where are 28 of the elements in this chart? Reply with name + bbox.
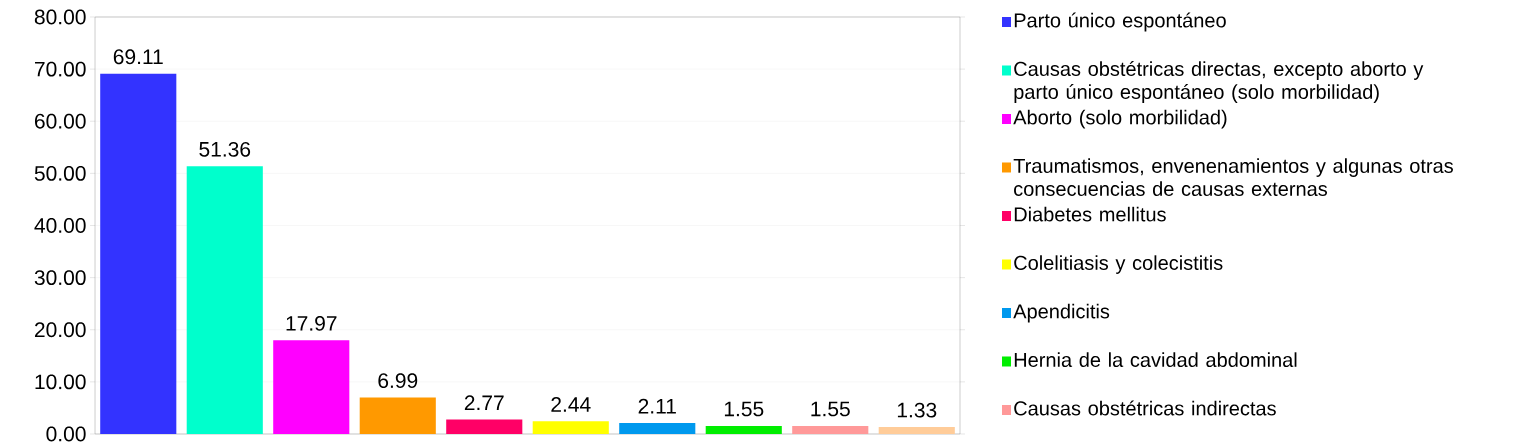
data-label: 17.97 <box>286 315 337 331</box>
legend-label: Aborto (solo morbilidad) <box>1013 109 1227 129</box>
data-label: 2.77 <box>464 395 504 411</box>
y-tick-label: 60.00 <box>35 113 86 129</box>
data-label: 51.36 <box>199 141 251 157</box>
y-tick-label: 50.00 <box>34 165 86 181</box>
data-label: 69.11 <box>113 49 163 65</box>
legend-label: Colelitiasis y colecistitis <box>1014 255 1223 274</box>
data-label: 2.11 <box>638 398 676 414</box>
data-label: 2.44 <box>551 397 591 412</box>
data-label: 1.33 <box>897 402 937 418</box>
legend-label: Causas obstétricas directas, excepto aborto y parto único espontáneo (solo morbilidad) <box>1014 61 1424 103</box>
data-label: 6.99 <box>378 373 418 389</box>
legend-label: Hernia de la cavidad abdominal <box>1014 352 1297 367</box>
y-tick-label: 40.00 <box>34 218 86 233</box>
data-label: 1.55 <box>811 401 850 417</box>
legend-label: Traumatismos, envenenamientos y algunas otras consecuencias de causas externas <box>1013 158 1453 196</box>
y-tick-label: 80.00 <box>34 9 86 25</box>
legend-label: Parto único espontáneo <box>1014 12 1226 32</box>
y-tick-label: 70.00 <box>35 61 86 77</box>
y-tick-label: 10.00 <box>35 374 86 390</box>
data-label: 1.55 <box>724 401 764 417</box>
y-tick-label: 20.00 <box>34 322 86 338</box>
legend-label: Diabetes mellitus <box>1014 206 1166 222</box>
legend-label: Causas obstétricas indirectas <box>1014 400 1276 416</box>
legend-label: Apendicitis <box>1013 303 1110 323</box>
y-tick-label: 0.00 <box>46 426 86 442</box>
y-tick-label: 30.00 <box>34 270 86 286</box>
